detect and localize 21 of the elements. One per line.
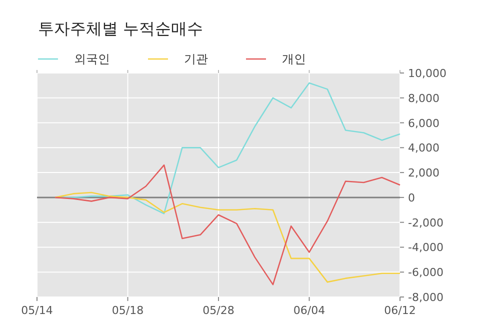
y-tick-label: 6,000 <box>408 116 440 130</box>
y-tick-label: 0 <box>408 191 415 204</box>
x-tick-label: 06/04 <box>293 304 326 317</box>
legend-label: 기관 <box>184 52 208 66</box>
y-tick-label: -4,000 <box>408 241 444 254</box>
legend-label: 개인 <box>282 52 306 66</box>
y-tick-label: 4,000 <box>408 142 440 155</box>
y-tick-label: 2,000 <box>408 166 440 180</box>
x-tick-label: 06/12 <box>384 304 416 317</box>
y-tick-label: -2,000 <box>408 216 444 230</box>
line-series <box>54 192 401 283</box>
y-tick-label: -8,000 <box>408 291 444 304</box>
line-series <box>54 164 401 286</box>
x-tick-label: 05/14 <box>21 304 53 317</box>
x-tick-label: 05/28 <box>202 304 234 317</box>
legend-label: 외국인 <box>74 52 110 66</box>
y-tick-label: 8,000 <box>408 92 440 105</box>
chart-title: 투자주체별 누적순매수 <box>38 19 204 38</box>
x-tick-label: 05/18 <box>112 304 144 317</box>
y-tick-label: -6,000 <box>408 266 444 280</box>
y-tick-label: 10,000 <box>408 67 446 80</box>
